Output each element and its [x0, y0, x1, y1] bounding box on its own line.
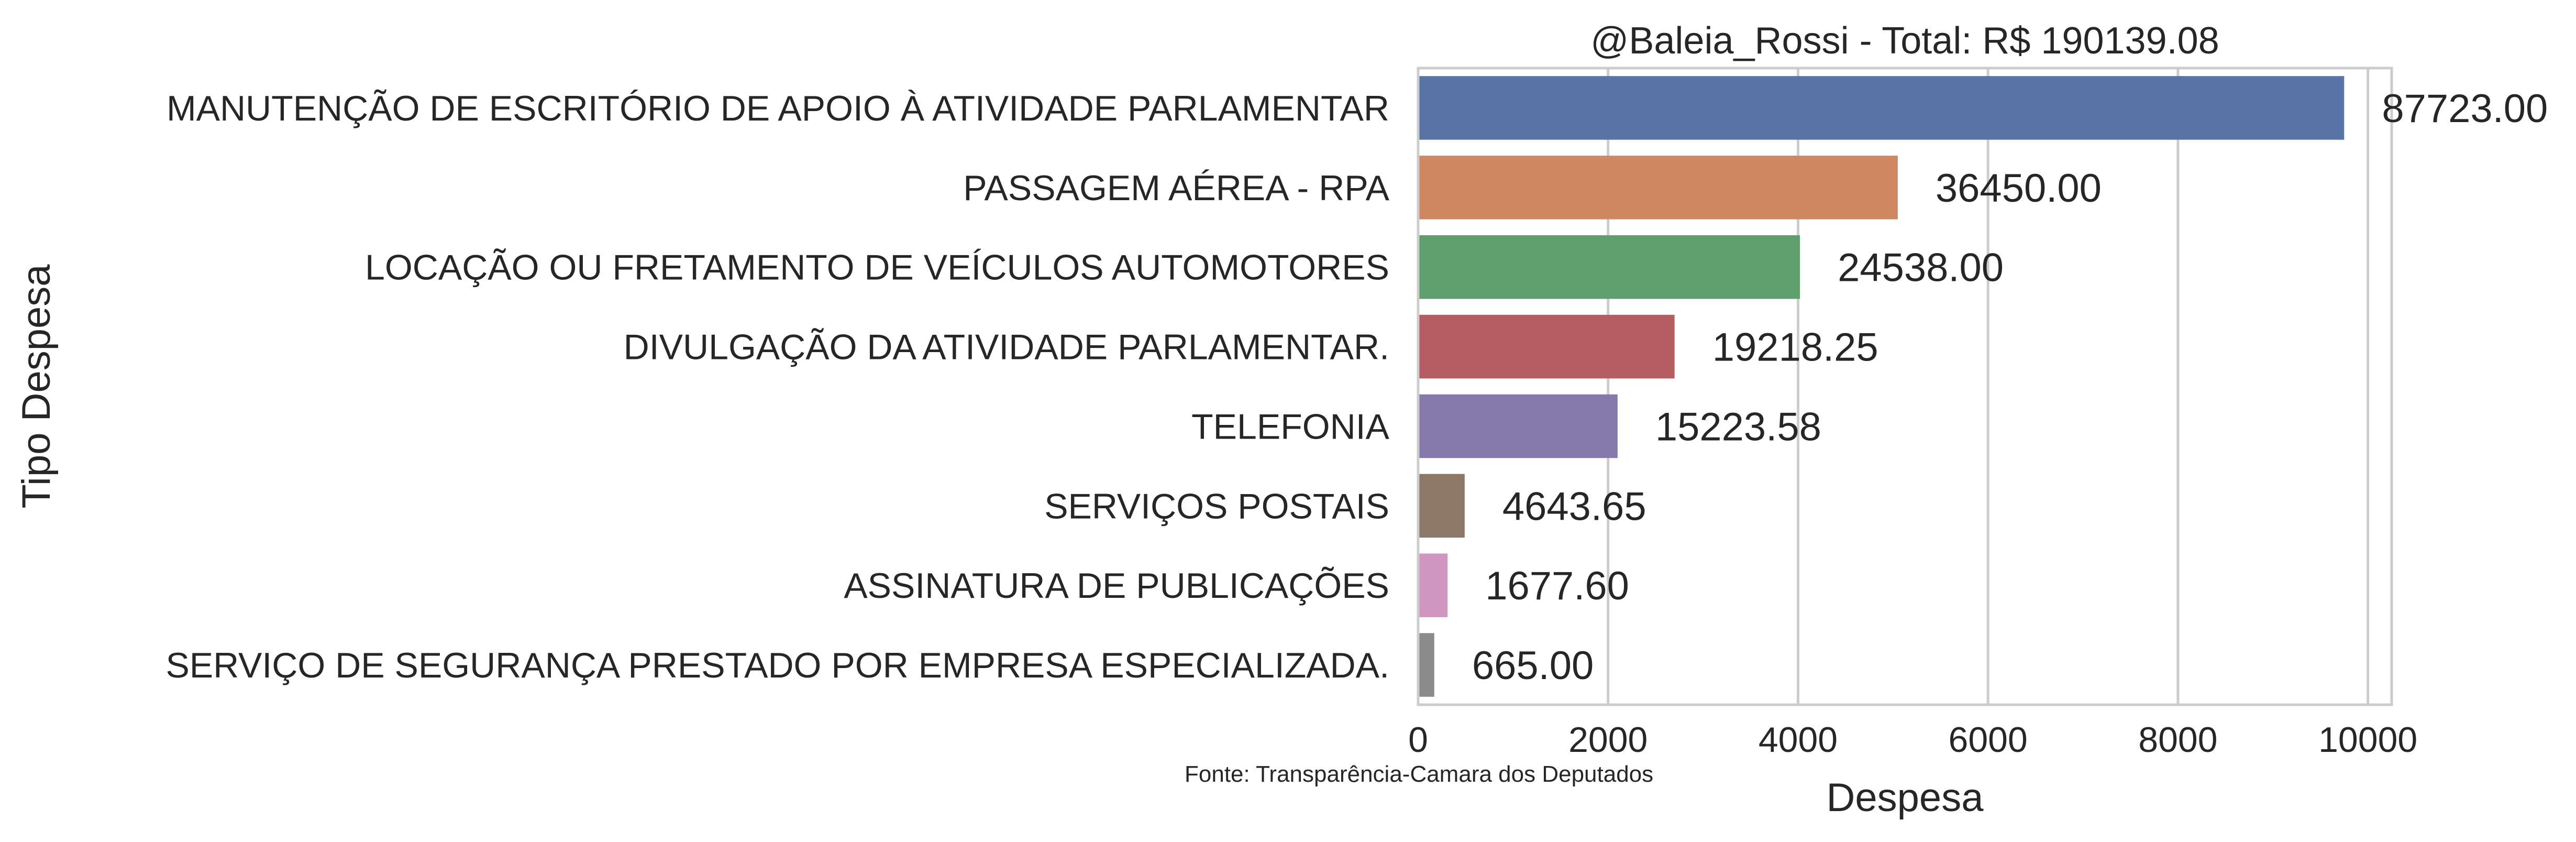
value-label: 87723.00 [2382, 86, 2548, 131]
bar [1418, 553, 1448, 617]
chart-title: @Baleia_Rossi - Total: R$ 190139.08 [1590, 20, 2219, 62]
bar [1418, 474, 1465, 538]
category-label: SERVIÇOS POSTAIS [1044, 486, 1389, 526]
value-labels: 87723.00 36450.00 24538.00 19218.25 15223.58… [1472, 86, 2548, 688]
x-tick-label: 8000 [2138, 720, 2217, 760]
x-tick-label: 2000 [1568, 720, 1648, 760]
value-label: 4643.65 [1502, 484, 1646, 529]
category-label: MANUTENÇÃO DE ESCRITÓRIO DE APOIO À ATIV… [167, 89, 1389, 128]
y-axis-title: Tipo Despesa [14, 264, 59, 509]
bar [1418, 76, 2345, 140]
category-label: DIVULGAÇÃO DA ATIVIDADE PARLAMENTAR. [624, 327, 1389, 367]
x-tick-label: 0 [1408, 720, 1428, 760]
bar [1418, 394, 1618, 458]
value-label: 24538.00 [1838, 246, 2004, 290]
value-label: 665.00 [1472, 643, 1594, 688]
value-label: 15223.58 [1655, 404, 1821, 449]
x-tick-label: 10000 [2318, 720, 2417, 760]
value-label: 1677.60 [1485, 564, 1629, 608]
plot-frame [1417, 67, 2393, 706]
x-tick-label: 6000 [1949, 720, 2028, 760]
category-label: SERVIÇO DE SEGURANÇA PRESTADO POR EMPRES… [165, 646, 1389, 685]
category-label: ASSINATURA DE PUBLICAÇÕES [844, 566, 1389, 606]
bar [1418, 633, 1434, 697]
x-axis-title: Despesa [1827, 775, 1984, 820]
category-label: TELEFONIA [1191, 407, 1389, 446]
value-label: 19218.25 [1712, 325, 1878, 370]
category-labels: MANUTENÇÃO DE ESCRITÓRIO DE APOIO À ATIV… [165, 89, 1389, 685]
bar [1418, 314, 1675, 379]
value-label: 36450.00 [1936, 166, 2102, 211]
bar [1418, 156, 1898, 220]
x-tick-labels: 0 2000 4000 6000 8000 10000 [1408, 720, 2417, 760]
category-label: PASSAGEM AÉREA - RPA [963, 168, 1389, 208]
category-label: LOCAÇÃO OU FRETAMENTO DE VEÍCULOS AUTOMO… [365, 248, 1389, 288]
source-note: Fonte: Transparência-Camara dos Deputado… [1185, 761, 1653, 787]
bar [1418, 235, 1800, 299]
bars [1418, 76, 2345, 697]
x-tick-label: 4000 [1759, 720, 1838, 760]
